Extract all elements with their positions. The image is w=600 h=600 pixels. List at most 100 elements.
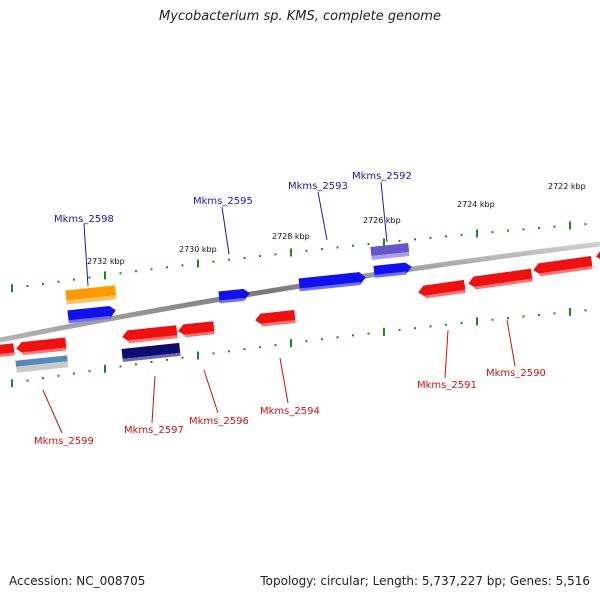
ruler-minor-tick [259,255,261,258]
ruler-major-tick [476,317,478,326]
ruler-minor-tick [243,348,246,351]
ruler-minor-tick [414,238,416,241]
ruler-minor-tick [429,325,432,328]
ruler-minor-tick [228,350,230,353]
leader-mkms-2593 [317,191,328,241]
ruler-minor-tick [460,322,463,324]
ruler-minor-tick [321,338,323,341]
ruler-minor-tick [352,244,354,247]
ruler-minor-tick [166,266,168,269]
ruler-minor-tick [305,340,308,343]
gene-feature-mkms-2598[interactable] [67,305,116,324]
ruler-major-tick [11,379,13,388]
gene-feature-red-left[interactable] [16,337,67,356]
ruler-minor-tick [212,260,215,263]
ruler-minor-tick [274,344,277,347]
leader-mkms-2596 [203,369,219,414]
gene-feature-mkms-2592[interactable] [370,243,410,260]
gene-label-mkms-2596[interactable]: Mkms_2596 [189,416,249,427]
ruler-minor-tick [352,334,354,337]
gene-feature-mkms-2597[interactable] [121,342,181,362]
ruler-minor-tick [228,258,230,261]
ruler-minor-tick [367,332,370,335]
ruler-minor-tick [336,246,339,249]
gene-feature-mkms-2596[interactable] [177,321,215,338]
ruler-minor-tick [460,233,463,236]
ruler-minor-tick [584,309,587,312]
ruler-minor-tick [522,228,525,231]
ruler-minor-tick [42,282,44,285]
gene-label-mkms-2599[interactable]: Mkms_2599 [34,436,94,447]
gene-feature-mkms-2594[interactable] [254,310,296,327]
footer-stats: Topology: circular; Length: 5,737,227 bp… [260,574,590,588]
ruler-minor-tick [274,253,277,256]
gene-label-mkms-2597[interactable]: Mkms_2597 [124,425,184,436]
leader-mkms-2597 [151,375,156,424]
ruler-minor-tick [88,276,91,279]
ruler-minor-tick [57,280,60,283]
ruler-major-tick [197,351,199,360]
ruler-minor-tick [135,363,137,366]
ruler-major-tick [569,221,571,230]
ruler-upper-track [11,221,587,293]
ruler-minor-tick [538,227,540,229]
ruler-major-tick [569,307,571,316]
ruler-label-2728: 2728 kbp [272,232,310,241]
ruler-minor-tick [507,317,509,320]
ruler-label-2726: 2726 kbp [363,216,401,225]
ruler-minor-tick [367,243,370,246]
ruler-minor-tick [42,377,44,380]
reverse-strand-features [0,248,600,373]
leader-mkms-2590 [506,319,516,367]
ruler-minor-tick [522,315,525,318]
ruler-minor-tick [26,285,29,288]
ruler-major-tick [11,284,13,293]
ruler-minor-tick [553,225,556,228]
ruler-minor-tick [305,249,308,252]
gene-feature-red-edge-left[interactable] [0,343,15,358]
ruler-minor-tick [57,374,60,377]
ruler-label-2730: 2730 kbp [179,245,217,254]
ruler-major-tick [476,229,478,238]
gene-feature-orange[interactable] [65,285,117,305]
gene-feature-red-right[interactable] [532,256,593,277]
gene-label-mkms-2591[interactable]: Mkms_2591 [417,380,477,391]
ruler-minor-tick [73,278,75,281]
ruler-minor-tick [26,379,29,382]
ruler-minor-tick [181,264,184,267]
ruler-minor-tick [584,223,587,226]
ruler-minor-tick [538,313,540,316]
ruler-minor-tick [398,239,401,242]
gene-label-mkms-2598[interactable]: Mkms_2598 [54,214,114,225]
ruler-minor-tick [398,328,401,331]
ruler-major-tick [383,327,385,336]
gene-label-mkms-2594[interactable]: Mkms_2594 [260,406,320,417]
ruler-major-tick [383,238,385,247]
ruler-minor-tick [212,352,215,355]
gene-labels: Mkms_2598 Mkms_2595 Mkms_2593 Mkms_2592 … [34,171,546,447]
gene-feature-red-edge-right[interactable] [595,248,600,261]
gene-label-mkms-2592[interactable]: Mkms_2592 [352,171,412,182]
gene-feature-mkms-2599[interactable] [15,355,69,373]
ruler-minor-tick [135,270,137,273]
ruler-minor-tick [507,229,509,232]
leader-mkms-2599 [42,389,63,434]
gene-label-mkms-2595[interactable]: Mkms_2595 [193,196,253,207]
gene-feature-mkms-2597-red[interactable] [122,325,178,344]
ruler-minor-tick [445,235,447,238]
gene-label-mkms-2593[interactable]: Mkms_2593 [288,181,348,192]
leader-lines [42,181,516,434]
gene-feature-blue-small[interactable] [373,262,412,278]
gene-feature-mkms-2593[interactable] [298,271,367,292]
gene-label-mkms-2590[interactable]: Mkms_2590 [486,368,546,379]
gene-feature-mkms-2595[interactable] [218,288,250,304]
map-title: Mycobacterium sp. KMS, complete genome [159,9,441,24]
leader-mkms-2595 [221,206,230,255]
ruler-label-2732: 2732 kbp [87,257,125,266]
gene-feature-mkms-2590[interactable] [467,268,533,291]
gene-feature-mkms-2591[interactable] [417,279,466,299]
leader-mkms-2592 [380,181,388,243]
ruler-minor-tick [445,323,447,326]
ruler-label-2722: 2722 kbp [548,182,586,191]
